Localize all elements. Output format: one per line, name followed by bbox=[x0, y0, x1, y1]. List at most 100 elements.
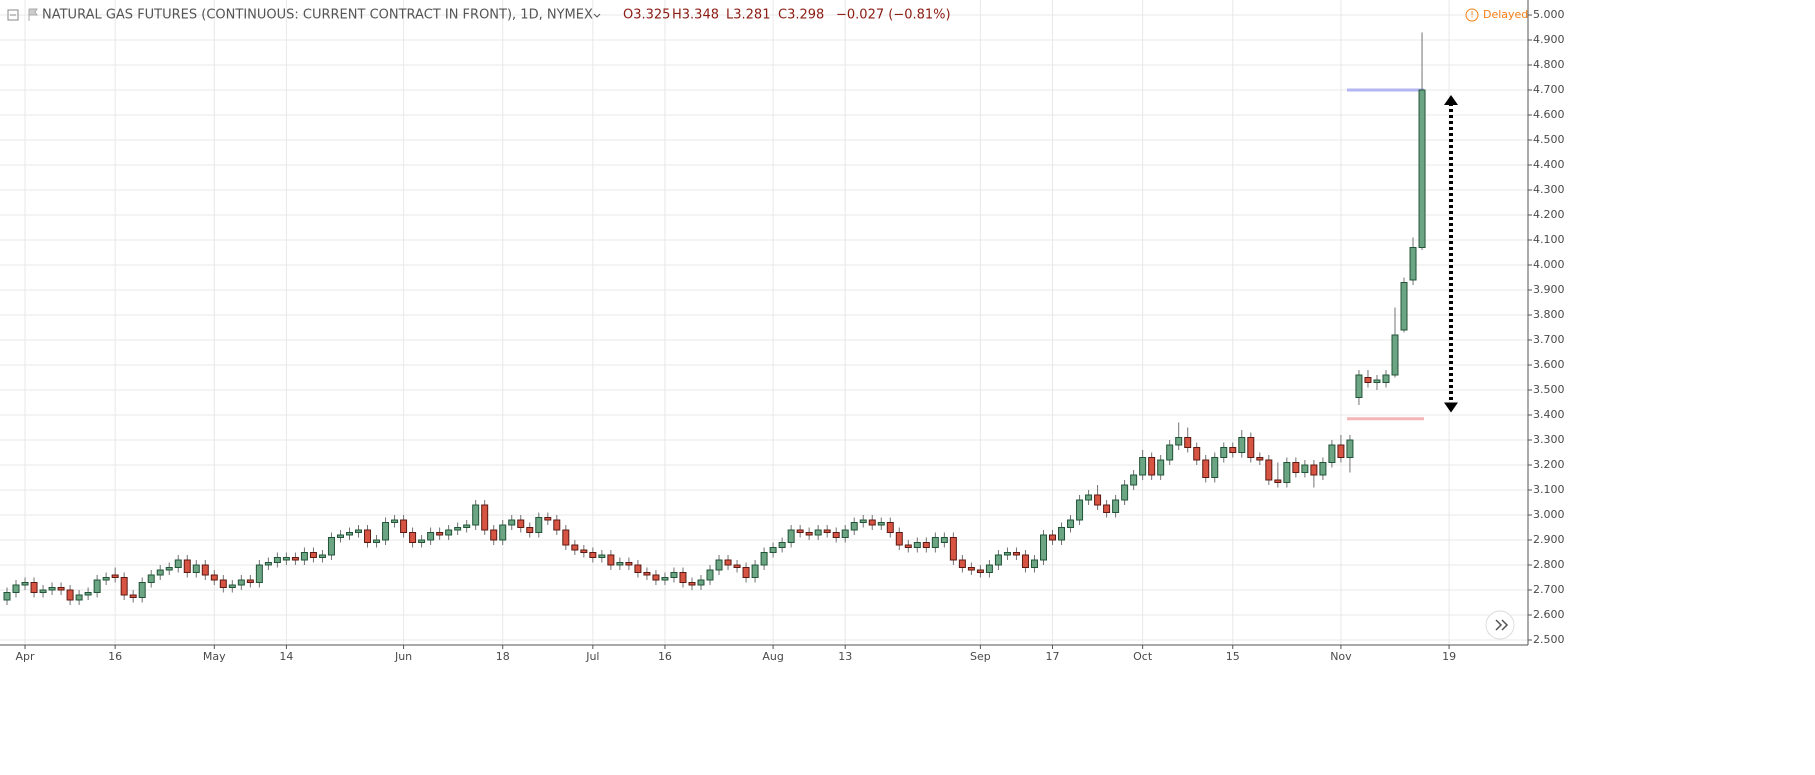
candle-body bbox=[111, 574, 119, 578]
candle-body bbox=[769, 547, 777, 553]
y-tick-label: 2.500 bbox=[1533, 633, 1565, 646]
scroll-icon bbox=[1495, 619, 1509, 631]
y-tick-label: 3.300 bbox=[1533, 433, 1565, 446]
candle-body bbox=[454, 527, 462, 531]
candle-body bbox=[1202, 459, 1210, 478]
candle-body bbox=[1238, 437, 1246, 453]
y-tick-label: 3.500 bbox=[1533, 383, 1565, 396]
candle-body bbox=[526, 527, 534, 533]
y-tick-label: 4.500 bbox=[1533, 133, 1565, 146]
flag-icon[interactable] bbox=[28, 8, 38, 21]
candle-body bbox=[1301, 464, 1309, 473]
candle-body bbox=[841, 529, 849, 538]
y-tick-label: 3.700 bbox=[1533, 333, 1565, 346]
candle-body bbox=[1364, 377, 1372, 383]
candle-body bbox=[318, 554, 326, 558]
candle-body bbox=[57, 587, 65, 591]
candle-body bbox=[490, 529, 498, 541]
candle-body bbox=[75, 594, 83, 601]
candle-body bbox=[1139, 457, 1147, 476]
candle-body bbox=[418, 539, 426, 543]
x-tick-label: May bbox=[203, 650, 226, 663]
candle-body bbox=[715, 559, 723, 571]
y-tick-label: 2.700 bbox=[1533, 583, 1565, 596]
candle-body bbox=[508, 519, 516, 526]
candle-body bbox=[832, 532, 840, 538]
candle-body bbox=[409, 532, 417, 543]
candle-body bbox=[1112, 499, 1120, 513]
candle-body bbox=[724, 559, 732, 566]
dropdown-icon[interactable] bbox=[593, 13, 601, 18]
candle-body bbox=[994, 554, 1002, 566]
candle-body bbox=[309, 552, 317, 558]
candle-body bbox=[967, 567, 975, 571]
candle-body bbox=[1310, 464, 1318, 476]
candle-body bbox=[445, 529, 453, 536]
symbol-title[interactable]: NATURAL GAS FUTURES (CONTINUOUS: CURRENT… bbox=[42, 8, 593, 23]
candle-body bbox=[733, 564, 741, 568]
x-tick-label: Oct bbox=[1133, 650, 1153, 663]
candle-body bbox=[291, 557, 299, 561]
collapse-button[interactable] bbox=[7, 9, 19, 21]
x-tick-label: Nov bbox=[1330, 650, 1352, 663]
candle-body bbox=[1049, 534, 1057, 541]
candle-body bbox=[517, 519, 525, 528]
candle-body bbox=[1103, 504, 1111, 513]
candle-body bbox=[300, 552, 308, 561]
candle-body bbox=[1184, 437, 1192, 448]
candle-body bbox=[1229, 447, 1237, 453]
candle-body bbox=[805, 532, 813, 536]
y-tick-label: 3.400 bbox=[1533, 408, 1565, 421]
candle-body bbox=[282, 557, 290, 561]
candle-body bbox=[1319, 462, 1327, 476]
candle-body bbox=[1265, 459, 1273, 481]
candle-body bbox=[1256, 457, 1264, 461]
candle-body bbox=[1283, 462, 1291, 483]
candle-body bbox=[192, 564, 200, 573]
candle-body bbox=[814, 529, 822, 536]
candle-body bbox=[66, 589, 74, 601]
x-tick-label: 16 bbox=[108, 650, 122, 663]
x-tick-label: 16 bbox=[658, 650, 672, 663]
candle-body bbox=[940, 537, 948, 543]
x-tick-label: Apr bbox=[16, 650, 36, 663]
candle-body bbox=[345, 532, 353, 536]
y-tick-label: 4.700 bbox=[1533, 83, 1565, 96]
y-tick-label: 3.000 bbox=[1533, 508, 1565, 521]
candle-body bbox=[138, 582, 146, 598]
x-tick-label: 19 bbox=[1442, 650, 1456, 663]
x-tick-label: Jul bbox=[585, 650, 599, 663]
candle-body bbox=[1039, 534, 1047, 561]
candle-body bbox=[1355, 374, 1363, 398]
x-tick-label: 18 bbox=[496, 650, 510, 663]
candle-body bbox=[706, 569, 714, 581]
candle-body bbox=[165, 567, 173, 571]
y-tick-label: 2.800 bbox=[1533, 558, 1565, 571]
candle-body bbox=[571, 544, 579, 551]
candle-body bbox=[30, 582, 38, 593]
x-tick-label: 17 bbox=[1046, 650, 1060, 663]
candle-body bbox=[129, 594, 137, 598]
candle-body bbox=[859, 519, 867, 523]
y-tick-label: 4.800 bbox=[1533, 58, 1565, 71]
candle-body bbox=[472, 504, 480, 526]
candle-body bbox=[1058, 527, 1066, 541]
candle-body bbox=[904, 544, 912, 548]
candle-body bbox=[1130, 474, 1138, 486]
candle-body bbox=[742, 567, 750, 578]
x-tick-label: 15 bbox=[1226, 650, 1240, 663]
candle-body bbox=[427, 532, 435, 541]
quote-value: H3.348 bbox=[672, 8, 719, 23]
quote-value: O3.325 bbox=[623, 8, 670, 23]
candle-body bbox=[877, 522, 885, 526]
candle-body bbox=[364, 529, 372, 543]
x-tick-label: Jun bbox=[394, 650, 412, 663]
candle-body bbox=[336, 534, 344, 538]
candle-body bbox=[1003, 552, 1011, 556]
y-tick-label: 3.100 bbox=[1533, 483, 1565, 496]
candle-body bbox=[237, 579, 245, 586]
candle-body bbox=[535, 517, 543, 533]
candle-body bbox=[697, 579, 705, 586]
candle-body bbox=[400, 519, 408, 533]
